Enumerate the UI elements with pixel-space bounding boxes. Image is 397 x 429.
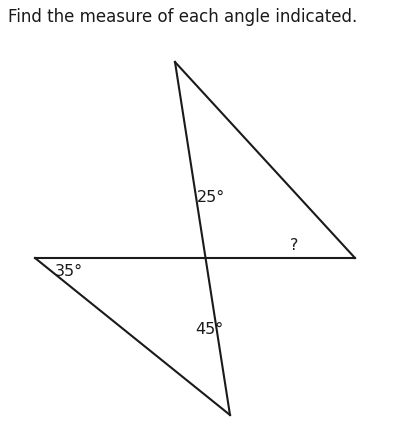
Text: 25°: 25° (197, 190, 225, 205)
Text: ?: ? (290, 238, 299, 253)
Text: 35°: 35° (55, 265, 83, 280)
Text: Find the measure of each angle indicated.: Find the measure of each angle indicated… (8, 9, 357, 27)
Text: 45°: 45° (195, 323, 223, 338)
